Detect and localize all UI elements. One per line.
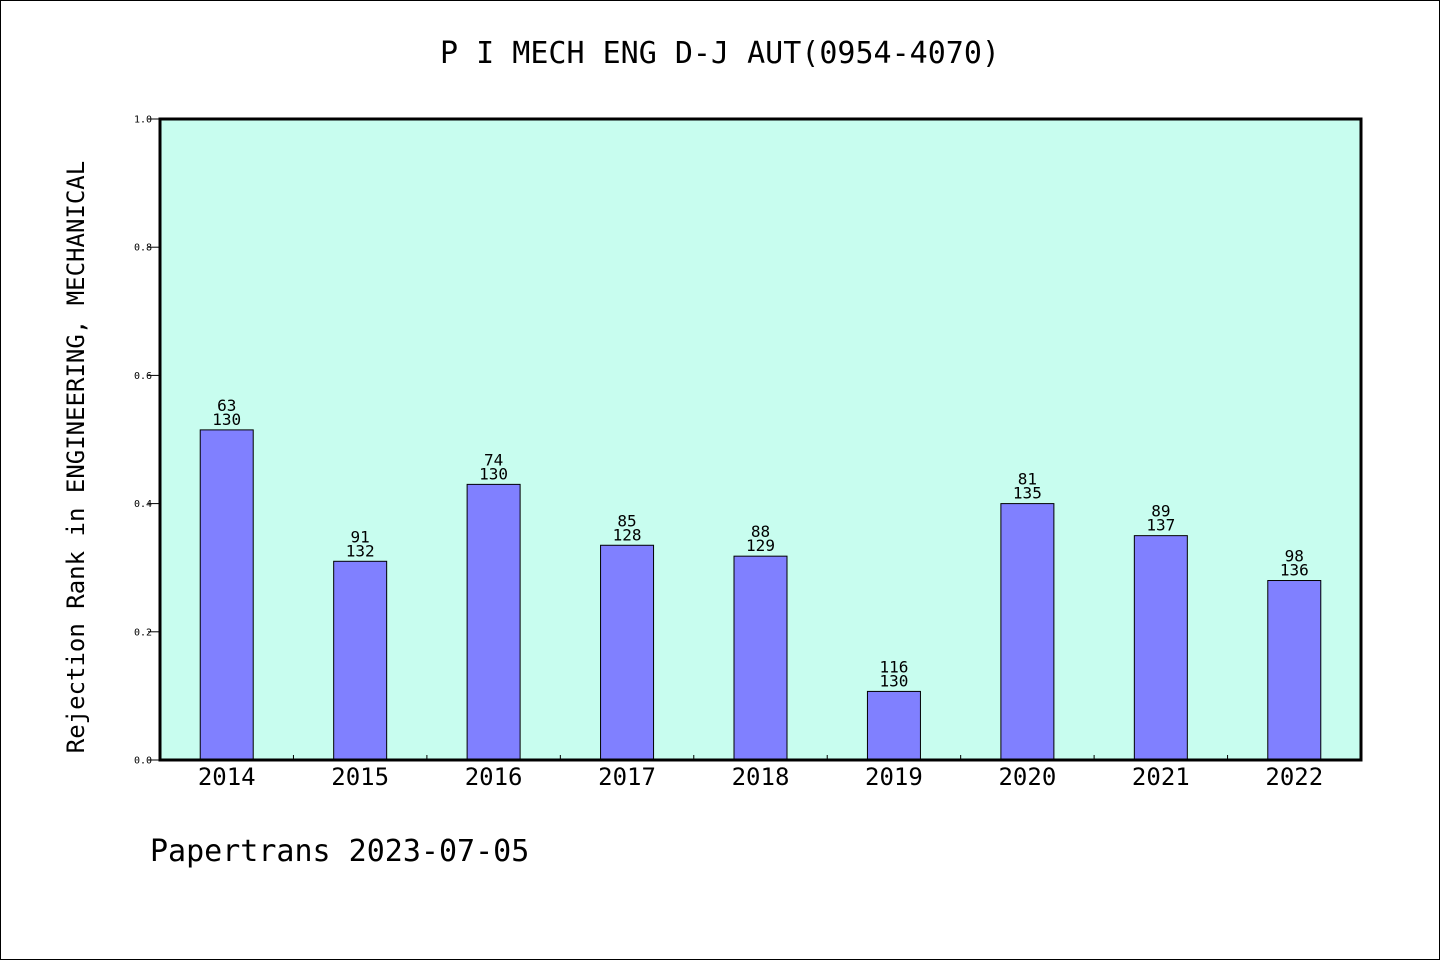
x-tick-label-2018: 2018: [732, 763, 790, 791]
x-tick-label-2020: 2020: [998, 763, 1056, 791]
bar-total-label: 130: [212, 410, 241, 429]
y-tick-label: 0.8: [134, 243, 152, 254]
x-tick-label-2017: 2017: [598, 763, 656, 791]
bar-total-label: 132: [346, 541, 375, 560]
bar-rank-label: 63: [217, 396, 236, 415]
y-tick-label: 0.0: [134, 756, 152, 767]
x-tick-label-2021: 2021: [1132, 763, 1190, 791]
category-labels: 2014 2015 2016 2017 2018 2019 2020 2021 2022: [198, 763, 1323, 791]
bar-2017: [600, 544, 655, 761]
bar-total-label: 129: [746, 536, 775, 555]
bar-total-label: 135: [1013, 484, 1042, 503]
bar-rank-label: 85: [617, 511, 636, 530]
bar-rank-label: 89: [1151, 502, 1170, 521]
footer-credit: Papertrans 2023-07-05: [150, 834, 530, 869]
bar-rank-label: 88: [751, 522, 770, 541]
y-tick-label: 0.4: [134, 499, 152, 510]
bar-total-label: 130: [879, 671, 908, 690]
x-tick-label-2022: 2022: [1265, 763, 1323, 791]
bar-rank-label: 116: [879, 657, 908, 676]
bar-rank-label: 81: [1018, 470, 1037, 489]
bar-rank-label: 98: [1285, 547, 1304, 566]
y-tick-label: 0.6: [134, 371, 152, 382]
bar-2018: [733, 555, 788, 761]
x-tick-label-2016: 2016: [465, 763, 523, 791]
bar-2016: [466, 483, 521, 761]
bar-2022: [1267, 580, 1322, 761]
bar-rank-label: 91: [351, 527, 370, 546]
bar-total-label: 137: [1146, 516, 1175, 535]
plot-border: [158, 117, 1363, 762]
bar-rank-label: 74: [484, 450, 503, 469]
bar-total-label: 128: [613, 525, 642, 544]
bar-2020: [1000, 503, 1055, 761]
y-axis-ticks: 0.0 0.2 0.4 0.6 0.8 1.0: [134, 115, 160, 767]
bar-total-label: 130: [479, 464, 508, 483]
chart-title: P I MECH ENG D-J AUT(0954-4070): [440, 36, 1000, 71]
bar-2014: [199, 429, 254, 761]
bar-2019: [866, 690, 921, 761]
x-tick-label-2014: 2014: [198, 763, 256, 791]
bars: [199, 429, 1322, 761]
bar-2021: [1133, 535, 1188, 761]
bar-2015: [333, 560, 388, 761]
bar-total-label: 136: [1280, 561, 1309, 580]
y-tick-label: 0.2: [134, 627, 152, 638]
y-tick-label: 1.0: [134, 115, 152, 126]
x-tick-label-2015: 2015: [331, 763, 389, 791]
x-tick-label-2019: 2019: [865, 763, 923, 791]
